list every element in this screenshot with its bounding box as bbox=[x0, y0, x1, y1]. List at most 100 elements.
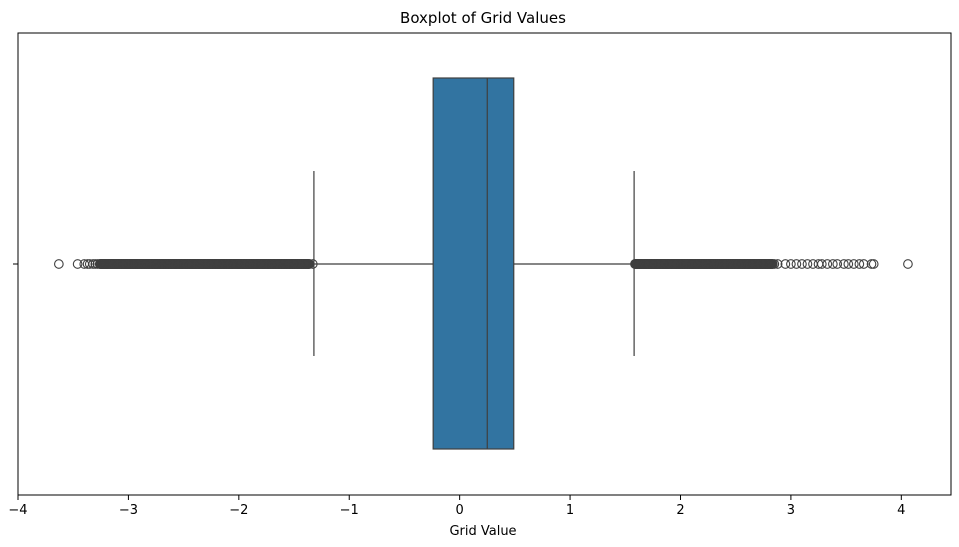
chart-title: Boxplot of Grid Values bbox=[400, 9, 566, 27]
outlier-point-high bbox=[843, 259, 854, 269]
outlier-point-high bbox=[747, 259, 758, 269]
outlier-point-low bbox=[307, 259, 318, 269]
outlier-point-high bbox=[769, 259, 780, 269]
iqr-box bbox=[432, 77, 515, 450]
outlier-point-high bbox=[703, 259, 713, 269]
outlier-point-low bbox=[54, 259, 64, 269]
outlier-point-low bbox=[129, 259, 139, 269]
outlier-point-low bbox=[145, 259, 156, 269]
outlier-point-low bbox=[173, 259, 183, 269]
x-tick-label: 3 bbox=[787, 503, 795, 518]
outlier-point-high bbox=[708, 259, 719, 269]
outlier-point-high bbox=[736, 259, 747, 269]
x-tick-label: 4 bbox=[897, 503, 905, 518]
outlier-group bbox=[54, 259, 913, 269]
outlier-point-high bbox=[839, 259, 849, 269]
outlier-point-low bbox=[211, 259, 222, 269]
outlier-point-high bbox=[791, 259, 802, 269]
outlier-point-low bbox=[304, 259, 315, 269]
outlier-point-low bbox=[178, 259, 189, 269]
outlier-point-low bbox=[250, 259, 261, 269]
outlier-point-high bbox=[802, 259, 813, 269]
outlier-point-high bbox=[631, 259, 642, 269]
x-tick-label: 1 bbox=[566, 503, 574, 518]
outlier-point-high bbox=[786, 259, 796, 269]
outlier-point-low bbox=[294, 259, 305, 269]
outlier-point-low bbox=[206, 259, 217, 269]
outlier-point-low bbox=[184, 259, 194, 269]
outlier-point-low bbox=[151, 259, 161, 269]
outlier-point-low bbox=[189, 259, 200, 269]
outlier-point-low bbox=[200, 259, 211, 269]
outlier-point-low bbox=[228, 259, 239, 269]
outlier-point-low bbox=[300, 259, 310, 269]
outlier-point-high bbox=[868, 259, 879, 269]
outlier-point-high bbox=[741, 259, 752, 269]
x-tick-label: 2 bbox=[676, 503, 684, 518]
outlier-point-low bbox=[118, 259, 128, 269]
outlier-point-high bbox=[822, 259, 833, 269]
outlier-point-low bbox=[162, 259, 172, 269]
outlier-point-low bbox=[217, 259, 228, 269]
outlier-point-low bbox=[134, 259, 145, 269]
outlier-point-high bbox=[634, 259, 645, 269]
outlier-point-low bbox=[222, 259, 233, 269]
outlier-point-high bbox=[681, 259, 691, 269]
outlier-point-high bbox=[903, 259, 913, 269]
outlier-point-low bbox=[72, 259, 83, 269]
outlier-point-low bbox=[140, 259, 150, 269]
outlier-point-high bbox=[719, 259, 730, 269]
outlier-point-low bbox=[156, 259, 167, 269]
outlier-point-high bbox=[832, 259, 843, 269]
outlier-point-high bbox=[686, 259, 697, 269]
outlier-point-high bbox=[714, 259, 724, 269]
outlier-point-low bbox=[272, 259, 283, 269]
x-tick-label: −4 bbox=[8, 503, 27, 518]
x-tick-label: −2 bbox=[229, 503, 248, 518]
outlier-point-high bbox=[664, 259, 675, 269]
x-axis: −4 −3 −2 −1 0 1 2 3 4 bbox=[8, 495, 905, 518]
outlier-point-high bbox=[642, 259, 653, 269]
outlier-point-low bbox=[84, 259, 95, 269]
outlier-point-high bbox=[648, 259, 658, 269]
x-tick-label: 0 bbox=[456, 503, 464, 518]
outlier-point-low bbox=[289, 259, 299, 269]
outlier-point-high bbox=[858, 259, 869, 269]
x-axis-label: Grid Value bbox=[449, 524, 516, 539]
outlier-point-low bbox=[195, 259, 206, 269]
outlier-point-low bbox=[233, 259, 244, 269]
outlier-point-high bbox=[653, 259, 664, 269]
outlier-point-low bbox=[267, 259, 277, 269]
outlier-point-high bbox=[692, 259, 702, 269]
outlier-point-high bbox=[638, 259, 648, 269]
outlier-point-high bbox=[758, 259, 769, 269]
outlier-point-low bbox=[239, 259, 250, 269]
outlier-point-low bbox=[101, 259, 112, 269]
outlier-point-high bbox=[752, 259, 763, 269]
outlier-point-low bbox=[245, 259, 255, 269]
outlier-point-high bbox=[675, 259, 686, 269]
outlier-point-high bbox=[854, 259, 865, 269]
outlier-point-high bbox=[659, 259, 669, 269]
outlier-point-low bbox=[278, 259, 288, 269]
x-tick-label: −1 bbox=[340, 503, 359, 518]
outlier-point-low bbox=[167, 259, 178, 269]
outlier-point-high bbox=[816, 259, 827, 269]
outlier-point-low bbox=[256, 259, 266, 269]
outlier-point-high bbox=[772, 259, 783, 269]
outlier-point-low bbox=[123, 259, 134, 269]
outlier-point-low bbox=[261, 259, 272, 269]
x-tick-label: −3 bbox=[119, 503, 138, 518]
outlier-point-high bbox=[797, 259, 807, 269]
outlier-point-high bbox=[828, 259, 838, 269]
outlier-point-high bbox=[730, 259, 741, 269]
box-group bbox=[313, 77, 635, 450]
outlier-point-high bbox=[780, 259, 791, 269]
outlier-point-low bbox=[112, 259, 123, 269]
outlier-point-high bbox=[697, 259, 708, 269]
outlier-point-high bbox=[848, 259, 859, 269]
outlier-point-high bbox=[670, 259, 680, 269]
outlier-point-low bbox=[283, 259, 294, 269]
outlier-point-low bbox=[107, 259, 117, 269]
